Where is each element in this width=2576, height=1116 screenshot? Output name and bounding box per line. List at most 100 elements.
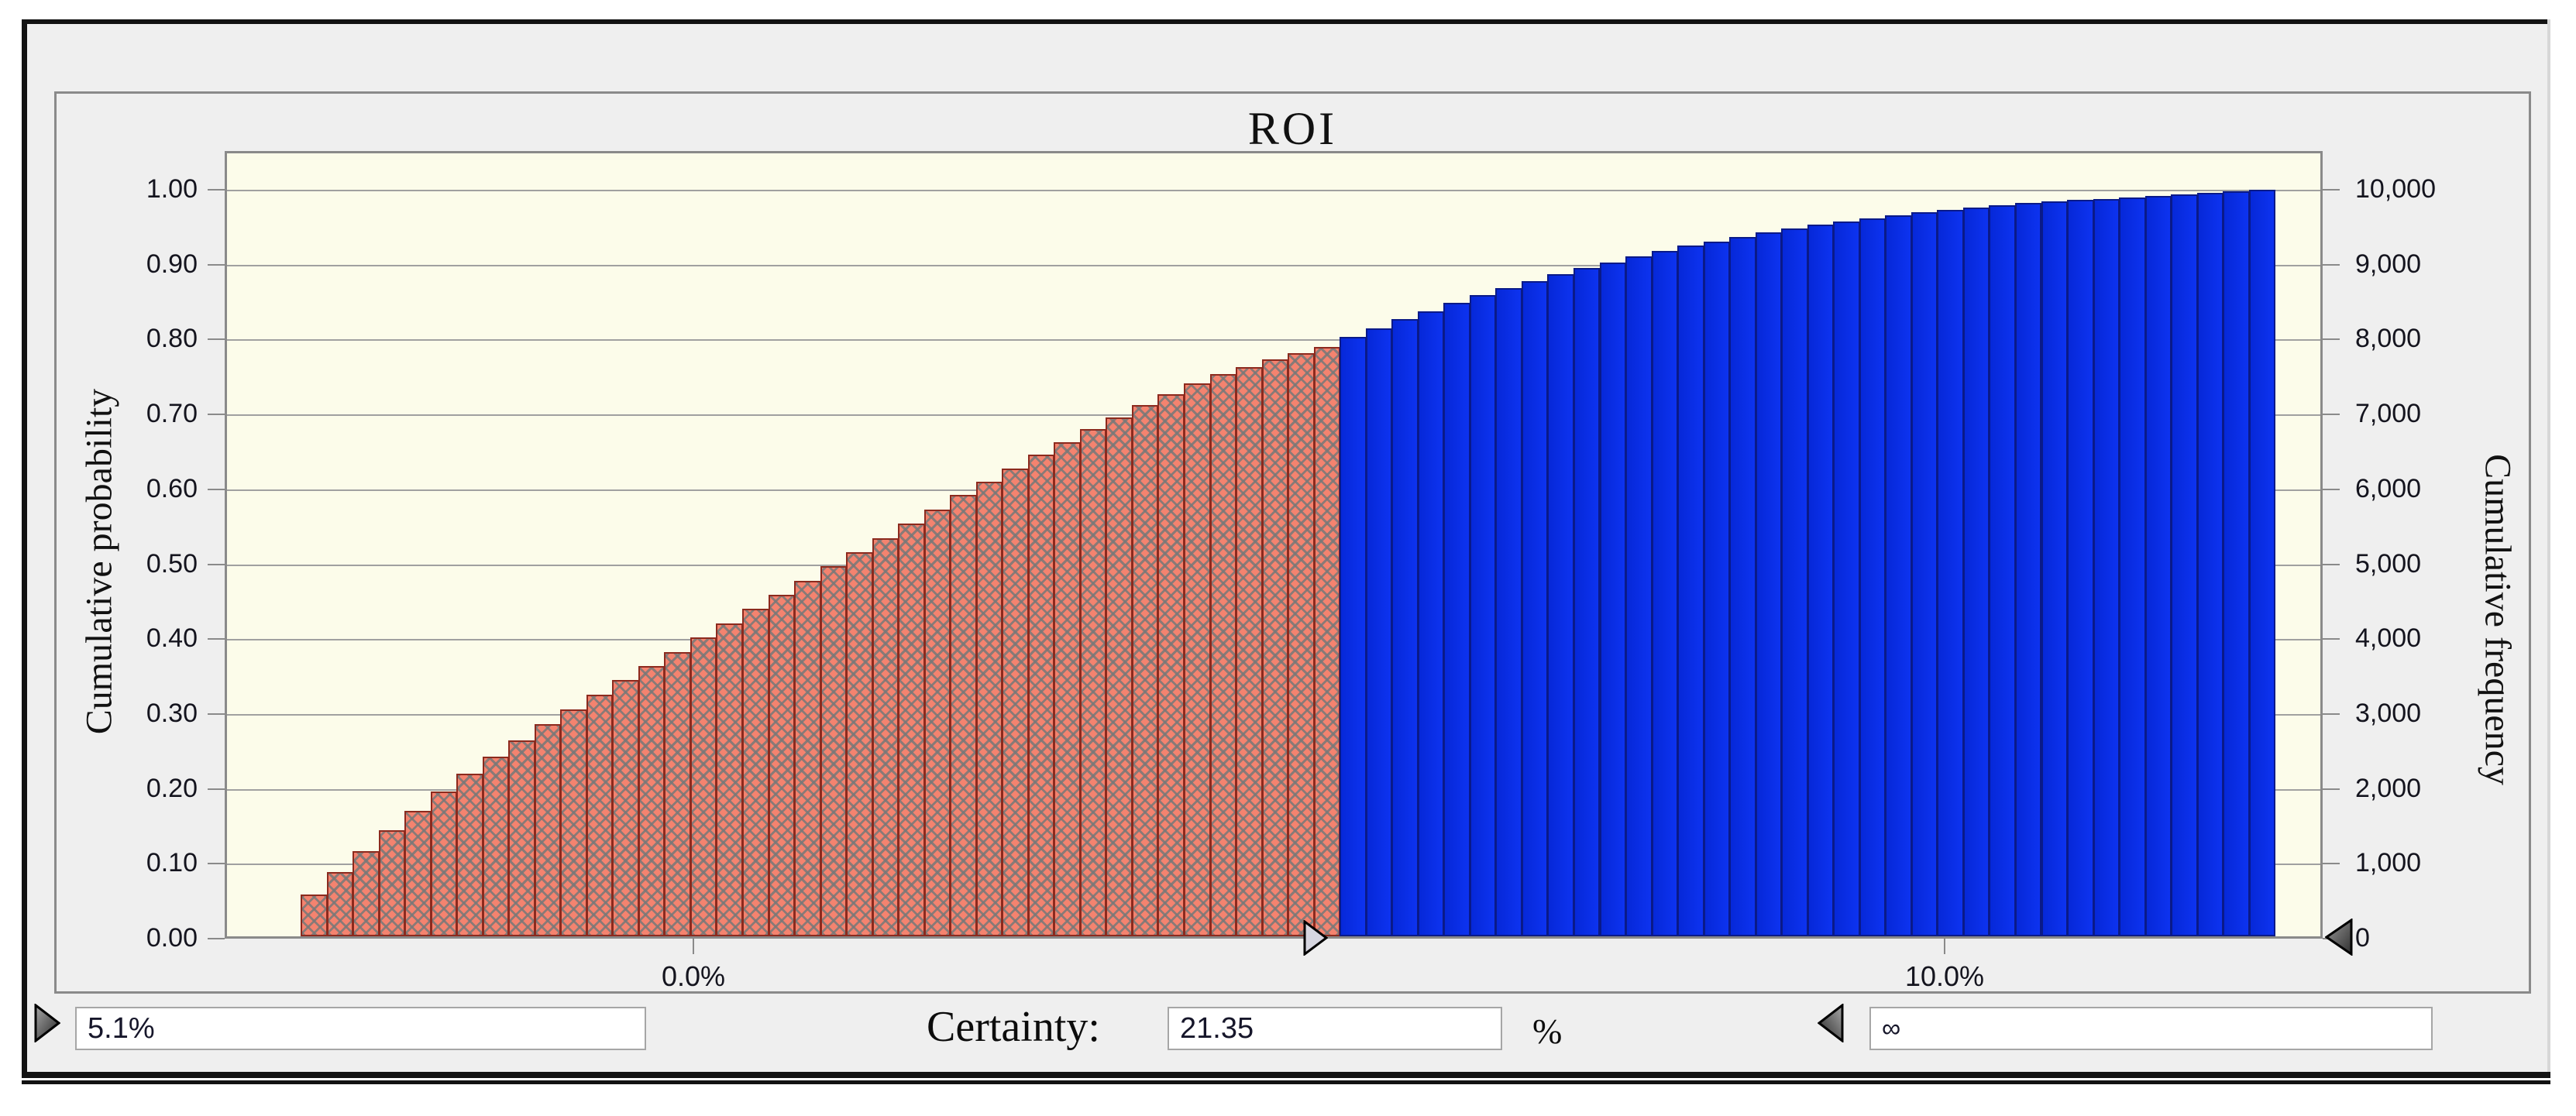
gridline (227, 190, 2320, 191)
cdf-bar-outside-range (742, 609, 769, 936)
left-tick (208, 938, 225, 939)
cdf-bar-outside-range (1209, 374, 1237, 936)
cdf-bar-outside-range (326, 872, 354, 936)
right-tick (2323, 788, 2340, 790)
right-tick-label: 0 (2355, 923, 2370, 953)
right-tick-label: 10,000 (2355, 174, 2436, 204)
left-tick (208, 189, 225, 191)
left-tick-label: 0.90 (146, 249, 198, 279)
left-tick (208, 489, 225, 490)
cdf-bar-outside-range (1106, 417, 1133, 936)
cdf-bar-outside-range (353, 851, 380, 936)
left-tick-label: 0.80 (146, 324, 198, 353)
right-tick (2323, 713, 2340, 715)
left-tick (208, 638, 225, 640)
left-tick-label: 0.60 (146, 474, 198, 503)
cdf-bar-in-range (2119, 197, 2146, 936)
window-frame-bottom (22, 1072, 2550, 1084)
cdf-bar-in-range (1937, 210, 1964, 936)
cdf-bar-outside-range (1054, 442, 1081, 936)
window-frame-right (2547, 19, 2550, 1084)
certainty-label: Certainty: (927, 1003, 1100, 1051)
range-min-marker-icon (34, 1004, 60, 1042)
cdf-bar-outside-range (794, 581, 821, 936)
x-tick-label: 10.0% (1904, 960, 1985, 992)
cdf-bar-outside-range (975, 482, 1003, 936)
cdf-bar-in-range (2223, 191, 2250, 936)
cdf-bar-outside-range (664, 652, 691, 936)
right-tick-label: 7,000 (2355, 399, 2422, 428)
gridline (227, 339, 2320, 341)
certainty-left-grabber-icon[interactable] (1303, 920, 1328, 956)
x-tick (1944, 939, 1945, 954)
x-tick-label: 0.0% (661, 960, 726, 992)
cdf-bar-outside-range (768, 595, 796, 936)
left-tick (208, 414, 225, 415)
cdf-bar-outside-range (716, 623, 743, 936)
right-tick (2323, 338, 2340, 340)
cdf-bar-in-range (2014, 203, 2042, 936)
cdf-bar-outside-range (1313, 347, 1341, 936)
right-tick (2323, 638, 2340, 640)
cdf-bar-outside-range (612, 680, 639, 936)
cdf-bar-in-range (1781, 228, 1808, 936)
cdf-bar-outside-range (1027, 455, 1055, 936)
cdf-bar-in-range (1417, 311, 1445, 936)
right-tick (2323, 863, 2340, 864)
range-max-input[interactable] (1869, 1007, 2433, 1050)
right-tick-label: 3,000 (2355, 699, 2422, 728)
cdf-bar-in-range (1962, 208, 1990, 936)
cdf-bar-in-range (1391, 319, 1419, 936)
cdf-bar-in-range (1365, 328, 1393, 936)
right-tick-label: 2,000 (2355, 774, 2422, 803)
cdf-bar-outside-range (1261, 359, 1289, 936)
x-tick (693, 939, 694, 954)
cdf-bar-in-range (1755, 232, 1783, 936)
cdf-bar-in-range (1443, 303, 1470, 936)
certainty-input[interactable] (1168, 1007, 1502, 1050)
cdf-bar-in-range (1911, 212, 1938, 936)
right-tick (2323, 189, 2340, 191)
cdf-bar-outside-range (560, 709, 587, 936)
range-min-input[interactable] (75, 1007, 646, 1050)
cdf-bar-outside-range (1157, 394, 1185, 936)
cdf-bar-in-range (1599, 263, 1627, 936)
left-tick-label: 0.10 (146, 848, 198, 877)
cdf-bar-outside-range (923, 510, 951, 936)
cdf-bar-outside-range (534, 724, 562, 936)
cdf-bar-outside-range (508, 740, 535, 936)
left-tick-label: 0.40 (146, 623, 198, 653)
left-tick (208, 564, 225, 565)
left-tick-label: 0.70 (146, 399, 198, 428)
left-tick-label: 0.50 (146, 549, 198, 579)
cdf-bar-outside-range (1288, 353, 1315, 936)
cdf-bar-in-range (1495, 288, 1522, 936)
range-max-marker-icon (1818, 1004, 1844, 1042)
certainty-right-grabber-icon[interactable] (2325, 919, 2353, 956)
right-tick (2323, 564, 2340, 565)
left-tick-label: 0.20 (146, 774, 198, 803)
cdf-bar-outside-range (1131, 405, 1159, 936)
cdf-bar-in-range (1885, 215, 1912, 936)
cdf-bar-in-range (1521, 281, 1549, 936)
cdf-bar-outside-range (898, 524, 925, 936)
cdf-bar-outside-range (1236, 367, 1263, 936)
cdf-bar-in-range (1573, 268, 1601, 936)
cdf-bar-in-range (1469, 295, 1497, 936)
certainty-unit-label: % (1532, 1011, 1563, 1051)
cdf-bar-outside-range (1002, 469, 1029, 936)
cdf-bar-outside-range (404, 811, 432, 936)
cdf-bar-in-range (1833, 221, 1860, 936)
right-tick-label: 6,000 (2355, 474, 2422, 503)
left-tick (208, 338, 225, 340)
left-tick (208, 788, 225, 790)
cdf-bar-outside-range (378, 830, 406, 936)
gridline (227, 265, 2320, 266)
cdf-bar-in-range (1625, 256, 1653, 936)
cdf-bar-outside-range (1079, 429, 1107, 936)
cdf-bar-outside-range (586, 695, 614, 936)
cdf-bar-in-range (2196, 193, 2224, 936)
right-tick (2323, 264, 2340, 266)
cdf-bar-outside-range (950, 495, 977, 936)
cdf-bar-outside-range (430, 792, 458, 936)
